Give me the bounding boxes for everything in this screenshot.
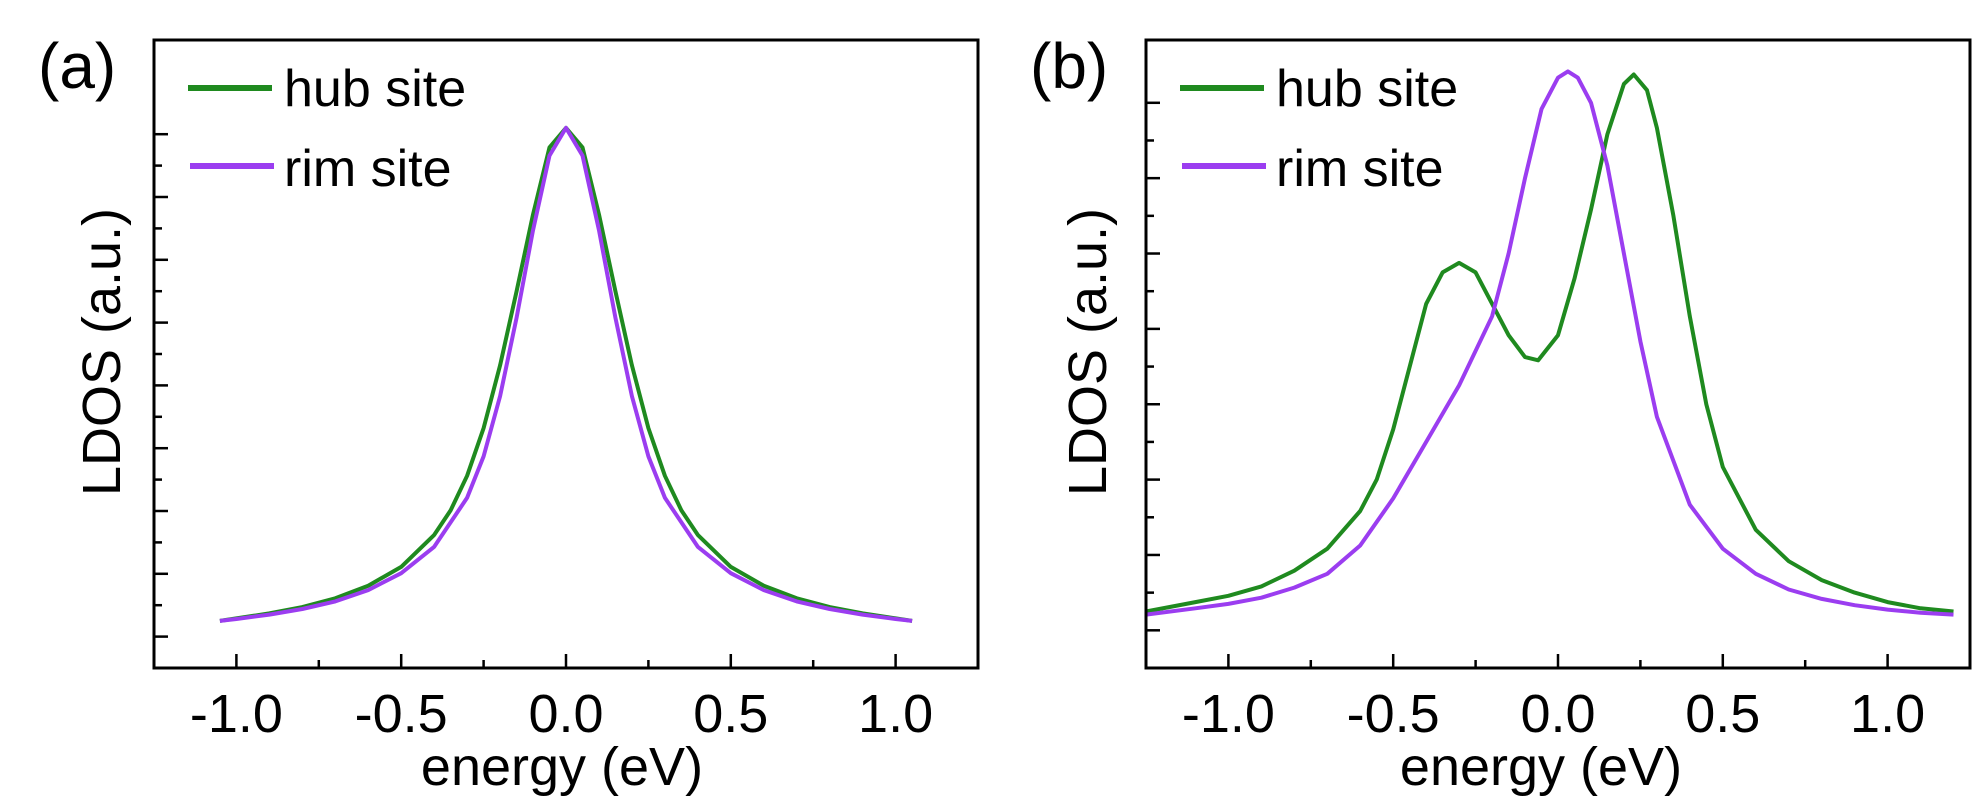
panel-a: (a) LDOS (a.u.) energy (eV) -1.0 -0.5 0.0 0… [38,30,980,797]
panel-b-series-hub-line [1145,72,1954,614]
panel-b-ylabel: LDOS (a.u.) [1058,208,1118,496]
panel-a-ylabel: LDOS (a.u.) [72,208,132,496]
panel-a-series-rim-line [219,125,913,623]
panel-a-x-tick-label: 1.0 [858,684,933,744]
panel-a-x-tick-label: -1.0 [190,684,283,744]
panel-b-legend-hub-label: hub site [1276,60,1458,118]
panel-a-frame [152,38,980,670]
panel-b-x-tick-label: 1.0 [1850,684,1925,744]
panel-a-x-tick-label: 0.5 [693,684,768,744]
panel-b-legend-rim-label: rim site [1276,140,1444,198]
panel-b-x-tick-label: -1.0 [1182,684,1275,744]
panel-b-series-rim-line [1145,69,1954,617]
panel-a-xlabel: energy (eV) [421,737,703,797]
panel-a-legend: hub site rim site [188,60,466,198]
panel-a-label: (a) [38,30,116,102]
panel-a-x-tick-label: -0.5 [355,684,448,744]
panel-a-series-hub-line [219,125,913,623]
panel-b-frame [1144,38,1972,670]
panel-a-x-tick-label: 0.0 [528,684,603,744]
panel-a-legend-rim-label: rim site [284,140,452,198]
panel-b-legend: hub site rim site [1180,60,1458,198]
panel-b-plot: -1.0 -0.5 0.0 0.5 1.0 [1145,69,1954,744]
panel-b-xlabel: energy (eV) [1400,737,1682,797]
panel-b-x-tick-label: -0.5 [1347,684,1440,744]
panel-b-x-tick-label: 0.5 [1685,684,1760,744]
panel-b-label: (b) [1030,30,1108,102]
panel-b-x-tick-label: 0.0 [1520,684,1595,744]
panel-a-legend-hub-label: hub site [284,60,466,118]
panel-b: (b) LDOS (a.u.) energy (eV) -1.0 -0.5 0.0 0… [1030,30,1972,797]
panel-a-plot: -1.0 -0.5 0.0 0.5 1.0 [154,125,933,744]
